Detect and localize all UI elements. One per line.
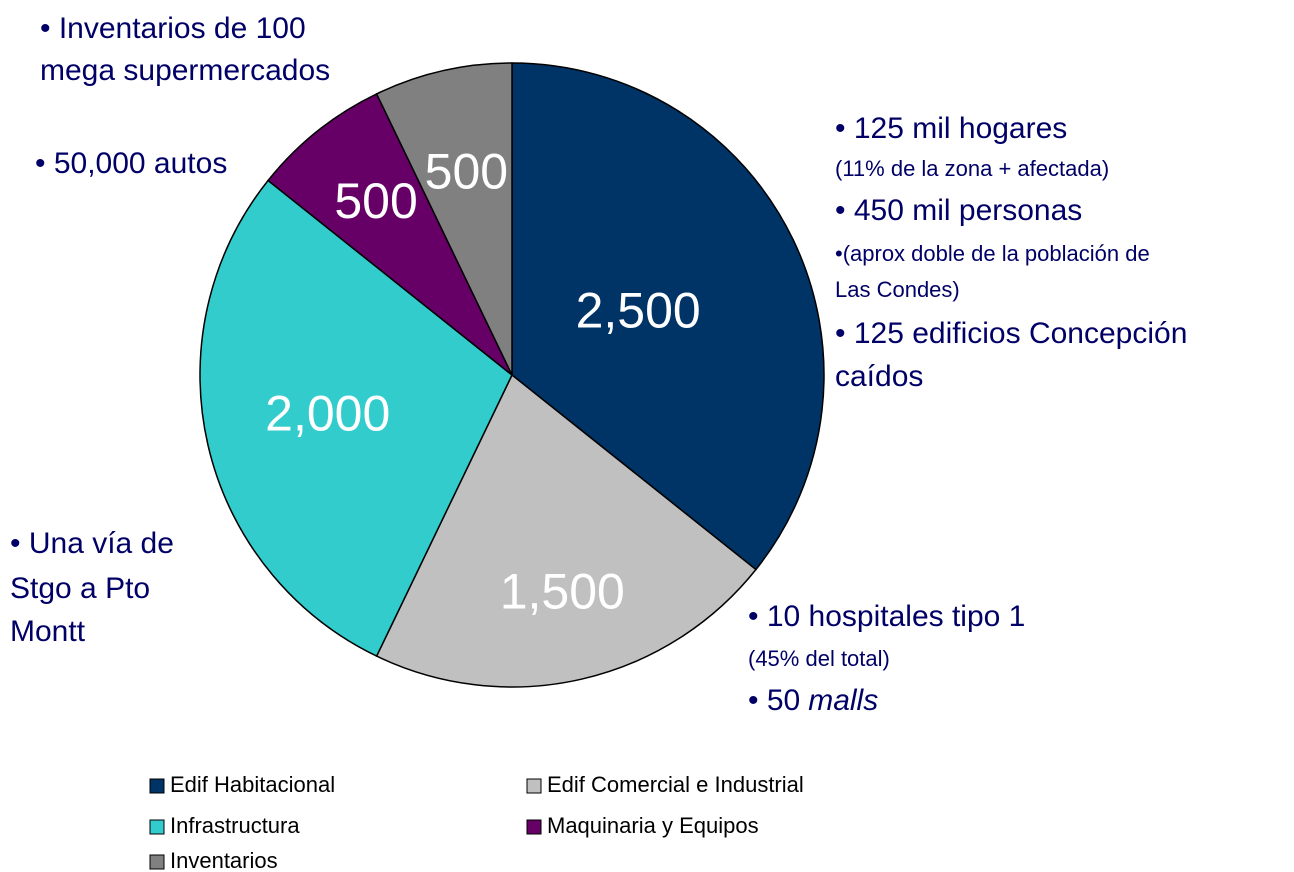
annotation: (11% de la zona + afectada) bbox=[835, 156, 1109, 181]
annotation: • 10 hospitales tipo 1 bbox=[748, 600, 1025, 633]
annotation: mega supermercados bbox=[40, 54, 330, 87]
data-label: 1,500 bbox=[500, 564, 625, 620]
annotation: • 50,000 autos bbox=[35, 147, 227, 180]
pie-slice bbox=[375, 62, 513, 376]
annotation: • Una vía de bbox=[10, 527, 174, 560]
data-label: 2,000 bbox=[265, 385, 390, 441]
annotation: • 50 malls bbox=[748, 684, 878, 717]
annotation-emphasis: malls bbox=[808, 684, 878, 717]
data-label: 500 bbox=[425, 143, 508, 199]
legend-label: Edif Habitacional bbox=[170, 772, 335, 797]
annotation: • 450 mil personas bbox=[835, 194, 1082, 227]
legend-swatch bbox=[149, 778, 165, 794]
legend-label: Maquinaria y Equipos bbox=[547, 813, 759, 838]
legend-swatch bbox=[526, 819, 542, 835]
annotations: • Inventarios de 100 mega supermercados … bbox=[10, 12, 1187, 717]
data-label: 2,500 bbox=[576, 282, 701, 338]
data-label: 500 bbox=[334, 173, 417, 229]
annotation: • 125 edificios Concepción bbox=[835, 317, 1187, 350]
annotation: Stgo a Pto bbox=[10, 572, 150, 605]
annotation: • 125 mil hogares bbox=[835, 112, 1067, 145]
pie bbox=[199, 62, 825, 688]
legend-swatch bbox=[526, 778, 542, 794]
annotation: Montt bbox=[10, 615, 86, 648]
annotation: • Inventarios de 100 bbox=[40, 12, 306, 45]
pie-slice bbox=[199, 179, 513, 658]
legend-label: Inventarios bbox=[170, 848, 278, 872]
legend-swatch bbox=[149, 854, 165, 870]
annotation: Las Condes) bbox=[835, 277, 960, 302]
pie-slice bbox=[511, 62, 825, 571]
pie-slice bbox=[375, 373, 757, 688]
annotation: (45% del total) bbox=[748, 646, 890, 671]
legend-label: Edif Comercial e Industrial bbox=[547, 772, 804, 797]
legend-swatch bbox=[149, 819, 165, 835]
annotation-text: • 50 bbox=[748, 684, 800, 717]
pie-slice bbox=[267, 92, 513, 376]
legend-label: Infrastructura bbox=[170, 813, 300, 838]
annotation: •(aprox doble de la población de bbox=[835, 241, 1150, 266]
annotation: caídos bbox=[835, 360, 923, 393]
